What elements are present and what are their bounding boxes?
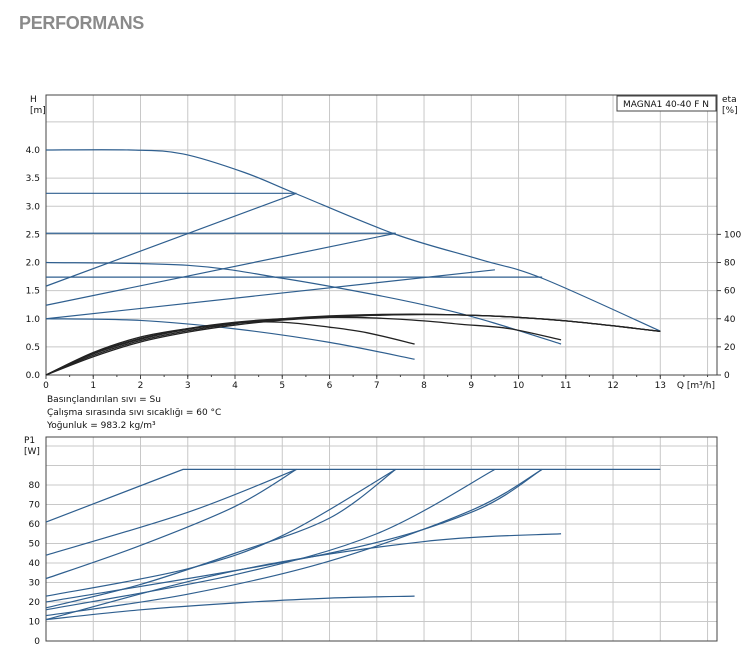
power-curve-4 (45, 468, 397, 609)
y-tick-label: 1.0 (26, 315, 41, 325)
y-tick-label: 2.0 (26, 259, 41, 269)
model-label: MAGNA1 40-40 F N (616, 95, 717, 112)
y-tick-label: 80 (29, 481, 41, 491)
x-tick-label: 13 (655, 381, 666, 391)
y2-tick-label: 60 (724, 287, 736, 297)
note-density: Yoğunluk = 983.2 kg/m³ (46, 421, 156, 431)
plot-frame (45, 94, 718, 376)
y2-tick-label: 40 (724, 315, 736, 325)
y-axis-label: [W] (24, 447, 40, 457)
head-efficiency-chart: 0.00.51.01.52.02.53.03.54.00 1 2 3 4 5 6 7 8 9 10 1… (26, 94, 741, 391)
power-curve-7 (45, 533, 562, 621)
y-tick-label: 4.0 (26, 146, 41, 156)
y-tick-label: 2.5 (26, 230, 40, 240)
plot-frame (45, 436, 718, 642)
note-fluid: Basınçlandırılan sıvı = Su (47, 395, 161, 405)
x-tick-label: 1 (90, 381, 96, 391)
power-curve-9 (45, 468, 543, 603)
y2-tick-label: 20 (724, 343, 736, 353)
power-curve-2 (45, 468, 297, 580)
x-tick-label: 10 (513, 381, 525, 391)
power-curve-5 (45, 468, 496, 611)
x-tick-label: 5 (279, 381, 285, 391)
y-tick-label: 20 (29, 598, 41, 608)
head-curve-4 (45, 261, 562, 345)
power-curve-1 (45, 468, 297, 556)
y-tick-label: 60 (29, 520, 41, 530)
x-axis-label: Q [m³/h] (677, 381, 715, 391)
head-curve-5 (45, 318, 415, 360)
y-tick-label: 3.5 (26, 174, 40, 184)
y-tick-label: 30 (29, 579, 41, 589)
y-tick-label: 10 (29, 618, 41, 628)
y2-tick-label: 80 (724, 259, 736, 269)
note-temperature: Çalışma sırasında sıvı sıcaklığı = 60 °C (47, 408, 221, 418)
y2-tick-label: 0 (724, 371, 730, 381)
system-curve-8 (45, 269, 495, 320)
x-tick-label: 12 (607, 381, 618, 391)
y2-tick-label: 100 (724, 230, 741, 240)
y-tick-label: 50 (29, 540, 41, 550)
system-curve-7 (45, 232, 396, 306)
x-tick-label: 11 (560, 381, 571, 391)
x-tick-label: 9 (468, 381, 474, 391)
x-tick-label: 3 (185, 381, 191, 391)
y-tick-label: 3.0 (26, 202, 41, 212)
y-tick-label: 70 (29, 501, 41, 511)
model-label-box (616, 95, 717, 112)
y-tick-label: 0.5 (26, 343, 40, 353)
system-curve-6 (45, 192, 297, 287)
x-tick-label: 8 (421, 381, 427, 391)
eta-curve-10 (45, 316, 562, 376)
y-tick-label: 40 (29, 559, 41, 569)
y-axis-label: P1 (24, 436, 35, 446)
x-tick-label: 6 (327, 381, 333, 391)
eta-curve-13 (45, 313, 661, 376)
x-tick-label: 2 (138, 381, 144, 391)
y2-axis-label: eta (722, 95, 737, 105)
page-title: PERFORMANS (19, 13, 145, 33)
eta-curve-11 (45, 313, 661, 376)
y2-axis-label: [%] (722, 106, 738, 116)
x-tick-label: 7 (374, 381, 380, 391)
power-curve-3 (45, 468, 396, 597)
x-tick-label: 0 (43, 381, 49, 391)
power-chart: 0 10 20 30 40 50 60 70 80 P1[W] (24, 436, 718, 647)
y-tick-label: 0 (34, 637, 40, 647)
power-curve-0 (45, 468, 661, 523)
y-axis-label: H (30, 95, 37, 105)
power-curve-8 (45, 595, 415, 621)
y-tick-label: 0.0 (26, 371, 41, 381)
chart-title: MAGNA1 40-40 F N (623, 100, 709, 110)
fluid-notes: Basınçlandırılan sıvı = Su Çalışma sıras… (46, 395, 221, 431)
y-axis-label: [m] (30, 106, 46, 116)
head-curve-0 (45, 149, 661, 332)
power-curve-6 (45, 468, 543, 617)
y-tick-label: 1.5 (26, 287, 40, 297)
x-tick-label: 4 (232, 381, 238, 391)
eta-curve-12 (45, 313, 661, 376)
